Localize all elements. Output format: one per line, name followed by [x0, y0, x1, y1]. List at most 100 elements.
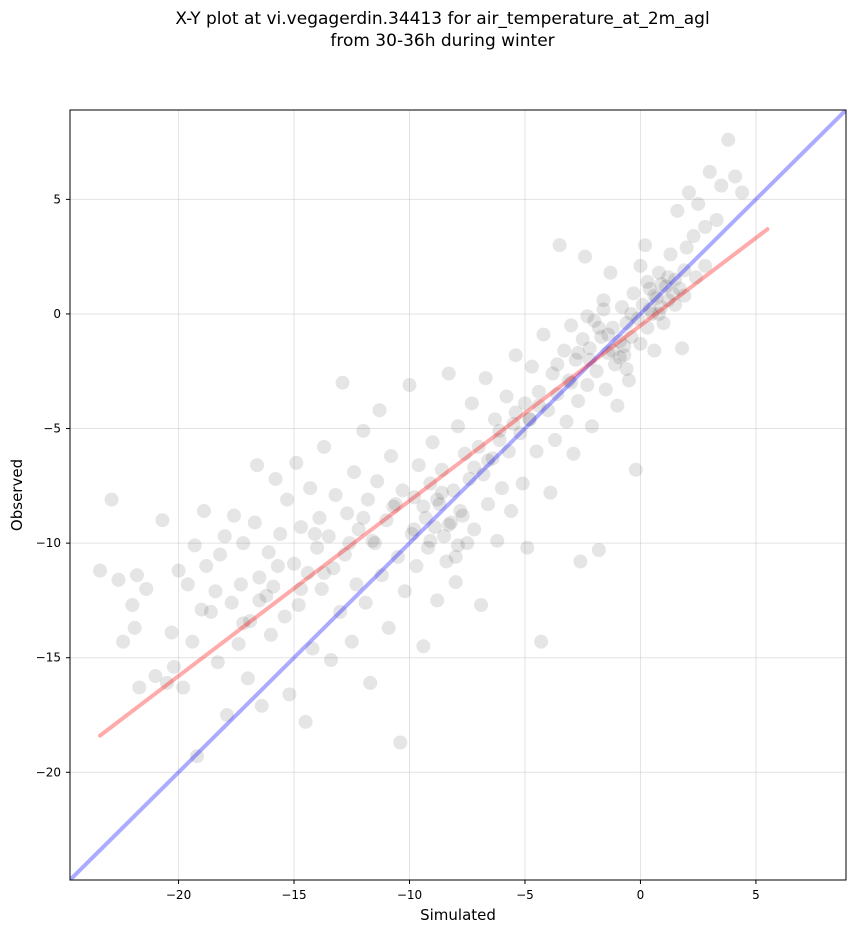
- data-point: [404, 526, 419, 541]
- data-point: [728, 169, 743, 184]
- data-point: [584, 419, 599, 434]
- data-point: [501, 444, 516, 459]
- data-point: [474, 598, 489, 612]
- data-point: [504, 504, 519, 519]
- data-point: [455, 508, 470, 523]
- data-point: [243, 614, 258, 629]
- data-point: [432, 497, 447, 512]
- data-point: [681, 185, 696, 200]
- data-point: [263, 627, 278, 642]
- data-point: [672, 281, 687, 296]
- data-point: [605, 343, 620, 358]
- data-point: [423, 476, 438, 491]
- data-point: [236, 616, 251, 631]
- data-point: [250, 458, 265, 473]
- data-point: [282, 687, 297, 702]
- data-point: [155, 513, 170, 528]
- data-point: [254, 698, 269, 713]
- data-point: [668, 272, 683, 287]
- data-point: [640, 274, 655, 289]
- data-point: [481, 497, 496, 512]
- data-point: [619, 361, 634, 376]
- data-point: [548, 433, 562, 447]
- data-point: [314, 581, 329, 596]
- data-point: [358, 595, 373, 610]
- data-point: [490, 533, 505, 548]
- data-point: [425, 435, 440, 450]
- plot-frame: [69, 109, 847, 881]
- data-point: [575, 332, 590, 347]
- data-point: [427, 520, 442, 535]
- data-point: [647, 343, 662, 358]
- x-tick-label: −10: [397, 888, 422, 902]
- data-point: [677, 263, 692, 278]
- data-point: [460, 536, 475, 551]
- data-point: [677, 288, 692, 303]
- data-point: [116, 634, 131, 649]
- data-point: [476, 467, 491, 482]
- data-point: [587, 313, 602, 328]
- data-point: [591, 320, 606, 335]
- data-point: [420, 540, 435, 555]
- data-point: [651, 306, 666, 321]
- data-point: [603, 265, 618, 280]
- ticks-layer: −20 −15 −10 −5 0 5 −20 −15 −10 −5 0 5: [36, 192, 760, 902]
- data-point: [596, 293, 611, 308]
- data-point: [545, 366, 560, 381]
- data-point: [180, 577, 195, 592]
- data-point: [591, 543, 606, 557]
- lines-layer: [70, 110, 846, 880]
- data-point: [645, 306, 659, 321]
- data-point: [626, 286, 641, 301]
- data-point: [649, 290, 664, 305]
- data-point: [439, 554, 454, 569]
- data-point: [640, 320, 655, 335]
- chart-title: X-Y plot at vi.vegagerdin.34413 for air_…: [175, 9, 710, 51]
- data-point: [268, 471, 283, 486]
- data-point: [494, 481, 509, 496]
- data-point: [307, 526, 322, 541]
- data-point: [208, 584, 223, 599]
- data-point: [612, 350, 627, 365]
- data-point: [298, 714, 313, 729]
- data-point: [418, 510, 433, 525]
- data-point: [619, 316, 634, 331]
- data-point: [199, 559, 214, 574]
- y-tick-label: 0: [53, 307, 61, 321]
- data-point: [564, 318, 579, 333]
- data-point: [434, 462, 449, 477]
- data-point: [536, 327, 551, 342]
- data-point: [709, 213, 724, 227]
- data-point: [132, 680, 147, 695]
- data-point: [559, 414, 574, 429]
- data-point: [411, 458, 426, 473]
- data-point: [543, 485, 558, 500]
- data-point: [93, 563, 108, 578]
- data-point: [164, 625, 179, 640]
- data-point: [363, 675, 378, 690]
- data-point: [492, 433, 507, 447]
- data-point: [390, 549, 405, 564]
- data-point: [386, 499, 401, 514]
- data-point: [104, 492, 119, 507]
- data-point: [467, 522, 482, 537]
- data-point: [453, 504, 468, 519]
- data-point: [478, 371, 493, 386]
- data-point: [638, 238, 653, 253]
- data-point: [651, 265, 666, 280]
- data-point: [441, 366, 456, 381]
- data-point: [441, 517, 456, 532]
- data-point: [349, 577, 364, 592]
- data-point: [506, 416, 521, 431]
- data-point: [663, 247, 678, 262]
- data-point: [624, 329, 639, 344]
- data-point: [621, 373, 636, 388]
- data-point: [457, 446, 472, 461]
- data-point: [416, 639, 431, 654]
- data-point: [430, 492, 445, 507]
- data-point: [388, 497, 403, 512]
- data-point: [580, 378, 595, 392]
- y-tick-label: −5: [43, 422, 61, 436]
